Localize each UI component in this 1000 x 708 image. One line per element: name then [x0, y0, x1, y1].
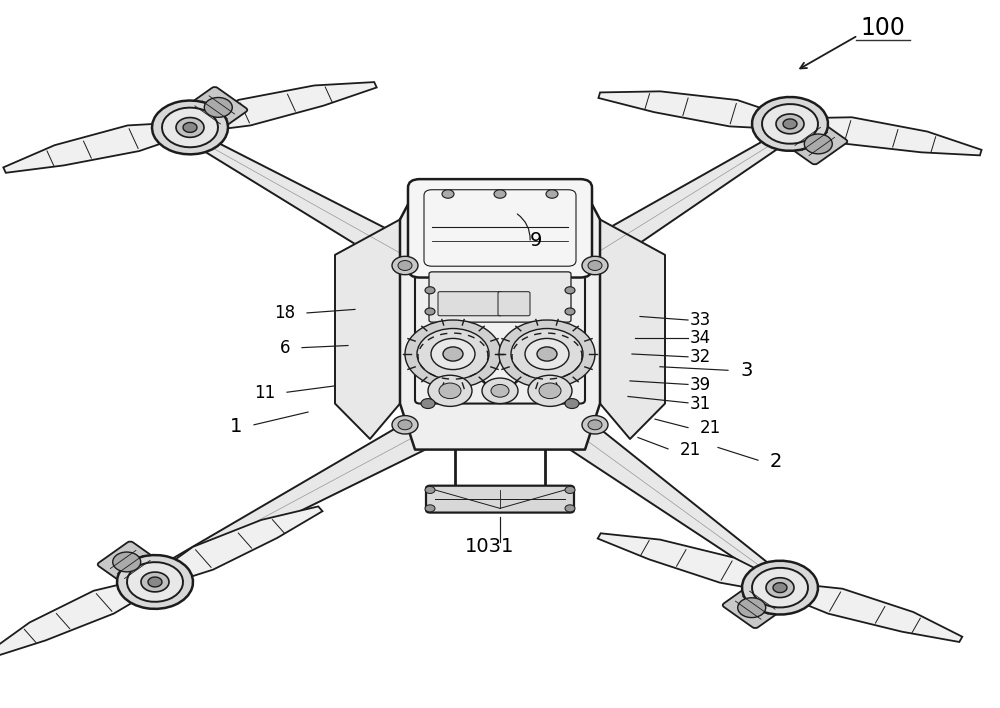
Circle shape [494, 190, 506, 198]
Text: 2: 2 [770, 452, 782, 471]
Circle shape [588, 420, 602, 430]
Circle shape [431, 338, 475, 370]
Circle shape [398, 261, 412, 270]
FancyBboxPatch shape [426, 486, 574, 513]
Text: 18: 18 [274, 304, 295, 322]
Circle shape [773, 583, 787, 593]
Circle shape [565, 308, 575, 315]
Circle shape [482, 378, 518, 404]
Text: 1031: 1031 [465, 537, 515, 556]
Text: 1: 1 [230, 417, 242, 435]
Circle shape [762, 104, 818, 144]
Circle shape [565, 486, 575, 493]
FancyBboxPatch shape [438, 292, 502, 316]
Circle shape [804, 134, 832, 154]
Circle shape [425, 505, 435, 512]
Circle shape [528, 375, 572, 406]
FancyBboxPatch shape [779, 116, 847, 164]
Polygon shape [598, 533, 783, 593]
Circle shape [425, 308, 435, 315]
Polygon shape [3, 122, 192, 173]
Circle shape [539, 383, 561, 399]
Text: 34: 34 [690, 329, 711, 348]
Circle shape [738, 598, 766, 617]
Circle shape [117, 555, 193, 609]
Circle shape [127, 562, 183, 602]
FancyBboxPatch shape [98, 542, 166, 590]
Circle shape [491, 384, 509, 397]
Circle shape [148, 577, 162, 587]
Circle shape [537, 347, 557, 361]
Text: 33: 33 [690, 311, 711, 329]
Text: 32: 32 [690, 348, 711, 366]
Polygon shape [788, 118, 982, 155]
Circle shape [752, 568, 808, 607]
Polygon shape [0, 577, 159, 658]
Circle shape [392, 256, 418, 275]
Circle shape [582, 256, 608, 275]
Polygon shape [598, 91, 792, 130]
Polygon shape [157, 416, 443, 576]
Circle shape [405, 320, 501, 388]
FancyBboxPatch shape [498, 292, 530, 316]
Text: 3: 3 [740, 362, 752, 380]
Text: 39: 39 [690, 376, 711, 394]
Circle shape [428, 375, 472, 406]
Circle shape [439, 383, 461, 399]
FancyBboxPatch shape [429, 272, 571, 322]
FancyBboxPatch shape [415, 266, 585, 404]
Text: 11: 11 [254, 384, 275, 402]
FancyBboxPatch shape [179, 87, 247, 135]
Circle shape [525, 338, 569, 370]
Text: 21: 21 [680, 440, 701, 459]
Text: 31: 31 [690, 394, 711, 413]
Circle shape [752, 97, 828, 151]
Circle shape [588, 261, 602, 270]
Circle shape [766, 578, 794, 598]
Polygon shape [550, 132, 790, 285]
Circle shape [565, 399, 579, 409]
Polygon shape [777, 583, 962, 642]
Polygon shape [400, 191, 600, 450]
Circle shape [421, 399, 435, 409]
Circle shape [176, 118, 204, 137]
Polygon shape [554, 418, 781, 581]
Circle shape [742, 561, 818, 615]
Circle shape [141, 572, 169, 592]
Circle shape [398, 420, 412, 430]
FancyBboxPatch shape [408, 179, 592, 278]
Text: 100: 100 [861, 16, 905, 40]
Circle shape [565, 287, 575, 294]
Circle shape [783, 119, 797, 129]
Polygon shape [151, 506, 322, 587]
FancyBboxPatch shape [723, 580, 791, 628]
Circle shape [425, 486, 435, 493]
Polygon shape [600, 219, 665, 439]
Circle shape [417, 329, 489, 379]
Circle shape [425, 287, 435, 294]
Circle shape [499, 320, 595, 388]
Circle shape [113, 552, 141, 572]
Text: 6: 6 [280, 339, 290, 358]
Circle shape [546, 190, 558, 198]
Circle shape [442, 190, 454, 198]
Polygon shape [335, 219, 400, 439]
Circle shape [162, 108, 218, 147]
Text: 21: 21 [700, 419, 721, 438]
Circle shape [582, 416, 608, 434]
Circle shape [392, 416, 418, 434]
Circle shape [776, 114, 804, 134]
Circle shape [511, 329, 583, 379]
Polygon shape [190, 134, 449, 285]
Text: 9: 9 [530, 232, 542, 250]
Circle shape [204, 98, 232, 118]
Circle shape [183, 122, 197, 132]
Polygon shape [188, 82, 377, 133]
Circle shape [443, 347, 463, 361]
Circle shape [152, 101, 228, 154]
Circle shape [565, 505, 575, 512]
